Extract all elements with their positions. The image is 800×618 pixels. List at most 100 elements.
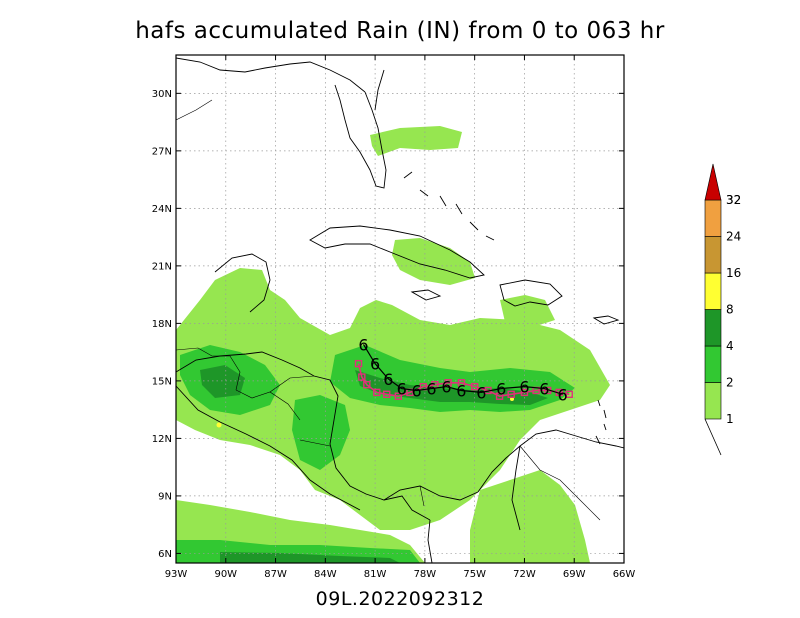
coast-florida-east	[374, 69, 385, 111]
legend-label: 32	[726, 193, 741, 207]
coast-gulf-us	[176, 57, 366, 93]
coast-lesser-antilles	[595, 399, 607, 445]
legend-label: 32	[726, 193, 741, 207]
lat-tick-label: 18N	[152, 319, 172, 330]
legend-swatch-32	[704, 163, 722, 201]
model-track-line	[357, 363, 570, 398]
rain-area-honduras-core	[200, 365, 245, 398]
legend-swatch-2	[704, 345, 722, 383]
lon-tick-label: 75W	[463, 569, 486, 580]
axis-ticks: 30N 27N 24N 21N 18N 15N 12N 9N 6N 93W 90W 87W 84W 81W…	[152, 55, 636, 580]
rain-area-nicaragua	[292, 395, 350, 470]
model-track-point	[363, 381, 371, 389]
lon-tick-label: 81W	[364, 569, 387, 580]
border-mexico-guatemala	[176, 347, 241, 391]
model-track	[354, 359, 573, 400]
legend-swatch-8	[704, 272, 722, 310]
coast-colombia-pacific	[427, 519, 433, 563]
coast-jamaica	[410, 289, 442, 301]
model-track-point	[358, 373, 366, 381]
model-track-point	[373, 388, 381, 397]
model-track-point	[354, 359, 363, 368]
model-track-point	[444, 379, 452, 387]
lat-tick-label: 27N	[152, 146, 172, 157]
lon-tick-label: 78W	[414, 569, 437, 580]
lat-tick-label: 15N	[152, 376, 172, 387]
coast-colombia	[477, 429, 624, 493]
rain-area-florida-east	[370, 126, 462, 156]
model-track-point	[520, 388, 529, 397]
coast-puerto-rico	[592, 315, 620, 325]
border-colombia-venezuela	[519, 445, 601, 521]
storm-track-symbol: 6	[539, 380, 549, 399]
lat-tick-label: 30N	[152, 89, 172, 100]
storm-track-symbol: 6	[370, 355, 380, 374]
coast-cuba	[309, 225, 485, 279]
lat-tick-label: 21N	[152, 261, 172, 272]
lon-tick-label: 87W	[264, 569, 287, 580]
storm-track-symbol: 6	[476, 383, 486, 402]
lon-tick-label: 66W	[613, 569, 636, 580]
rain-spot-heavy-1	[216, 422, 222, 428]
lon-tick-label: 69W	[563, 569, 586, 580]
rain-area-pacific-deep	[220, 552, 400, 563]
lat-tick-label: 24N	[152, 204, 172, 215]
legend-swatch-4	[704, 309, 722, 347]
rain-field	[176, 126, 610, 563]
map-frame	[175, 54, 625, 564]
lat-tick-label: 9N	[158, 491, 172, 502]
storm-track-symbol: 6	[397, 380, 407, 399]
border-nicaragua-costa-rica	[299, 439, 331, 447]
coast-bahamas	[403, 171, 495, 241]
storm-track-symbol: 6	[441, 378, 451, 397]
legend-label: 1	[726, 412, 734, 426]
model-track-point	[507, 390, 515, 399]
border-us-mexico	[176, 99, 213, 121]
coast-hispaniola	[499, 279, 563, 307]
lon-tick-label: 84W	[314, 569, 337, 580]
chart-title: hafs accumulated Rain (IN) from 0 to 063…	[135, 18, 665, 44]
lon-tick-label: 93W	[165, 569, 188, 580]
storm-track-symbol: 6	[558, 385, 568, 404]
coast-florida	[334, 84, 387, 189]
country-borders	[176, 99, 601, 521]
legend-bottom-tail	[704, 418, 722, 456]
coastlines	[176, 57, 624, 563]
model-track-point	[383, 390, 391, 399]
rain-area-colombia	[470, 470, 590, 563]
storm-track-symbol: 6	[383, 370, 393, 389]
legend-swatch-1	[704, 382, 722, 420]
rain-area-hispaniola	[500, 295, 555, 328]
legend-label: 24	[726, 230, 741, 244]
model-track-point	[495, 392, 504, 400]
coast-yucatan	[214, 253, 271, 313]
storm-track-symbol: 6	[456, 381, 466, 400]
legend-swatch-24	[704, 199, 722, 237]
model-track-point	[457, 379, 466, 387]
storm-track-symbol: 6	[426, 380, 436, 399]
legend-label: 2	[726, 376, 734, 390]
legend-label: 16	[726, 266, 741, 280]
storm-track-symbol: 6	[358, 335, 368, 354]
storm-track-symbol: 6	[496, 380, 506, 399]
legend-swatch-16	[704, 236, 722, 274]
coast-venezuela	[511, 445, 521, 531]
model-track-point	[470, 382, 479, 391]
lon-tick-label: 90W	[214, 569, 237, 580]
model-track-point	[394, 392, 403, 400]
lat-tick-label: 6N	[158, 549, 172, 560]
storm-track-symbol: 6	[411, 381, 421, 400]
border-honduras-nicaragua	[269, 375, 315, 393]
legend-label: 8	[726, 303, 734, 317]
storm-track-line	[362, 344, 563, 395]
model-track-point	[565, 390, 573, 399]
coast-panama	[383, 485, 479, 501]
lon-tick-label: 72W	[513, 569, 536, 580]
storm-id-label: 09L.2022092312	[315, 588, 485, 610]
lat-tick-label: 12N	[152, 434, 172, 445]
coast-pacific-ca	[176, 385, 361, 511]
border-panama-colombia	[419, 485, 425, 507]
